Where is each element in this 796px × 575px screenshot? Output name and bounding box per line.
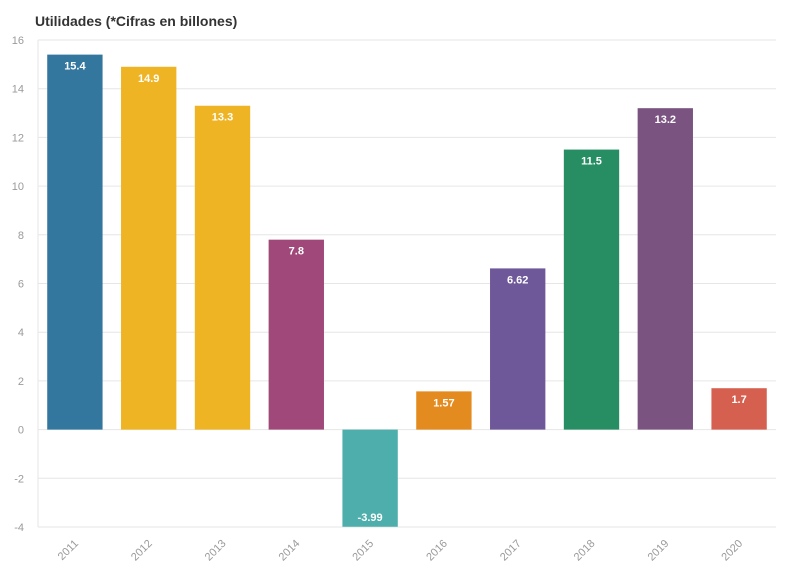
data-label: 7.8 bbox=[289, 246, 304, 258]
data-label: 14.9 bbox=[138, 73, 159, 85]
chart-title: Utilidades (*Cifras en billones) bbox=[35, 13, 238, 29]
x-tick-label: 2018 bbox=[572, 538, 598, 564]
bar-2018[interactable] bbox=[563, 149, 620, 430]
x-tick-label: 2020 bbox=[719, 538, 745, 564]
data-label: 15.4 bbox=[64, 61, 86, 73]
y-tick-label: 0 bbox=[18, 425, 24, 437]
y-tick-label: 14 bbox=[12, 84, 24, 96]
y-axis-ticks: 16 14 12 10 8 6 4 2 0 -2 -4 bbox=[12, 35, 24, 534]
y-tick-label: 8 bbox=[18, 230, 24, 242]
y-tick-label: -2 bbox=[14, 473, 24, 485]
bar-2017[interactable] bbox=[490, 268, 546, 430]
y-tick-label: 16 bbox=[12, 35, 24, 47]
bars bbox=[47, 54, 767, 527]
x-tick-label: 2011 bbox=[56, 538, 81, 563]
bar-2015[interactable] bbox=[342, 429, 398, 527]
bar-2020[interactable] bbox=[711, 388, 767, 430]
bar-2014[interactable] bbox=[268, 239, 324, 430]
data-label: 13.2 bbox=[655, 114, 676, 126]
x-tick-label: 2017 bbox=[498, 538, 524, 564]
data-labels: 15.4 14.9 13.3 7.8 -3.99 1.57 6.62 11.5 13.2 1.7 bbox=[64, 61, 747, 524]
x-tick-label: 2015 bbox=[350, 538, 376, 564]
x-axis-ticks: 2011 2012 2013 2014 2015 2016 2017 2018 2019 2020 bbox=[56, 538, 745, 564]
bar-2013[interactable] bbox=[194, 105, 251, 430]
data-label: 13.3 bbox=[212, 112, 233, 124]
x-tick-label: 2014 bbox=[277, 538, 303, 564]
data-label: 1.7 bbox=[731, 394, 746, 406]
x-tick-label: 2012 bbox=[129, 538, 155, 564]
data-label: 11.5 bbox=[581, 156, 602, 168]
x-tick-label: 2013 bbox=[203, 538, 229, 564]
x-tick-label: 2019 bbox=[646, 538, 672, 564]
y-tick-label: -4 bbox=[14, 522, 24, 534]
bar-2019[interactable] bbox=[637, 108, 693, 430]
bar-2016[interactable] bbox=[416, 391, 472, 430]
y-tick-label: 12 bbox=[12, 132, 24, 144]
bar-2011[interactable] bbox=[47, 54, 103, 430]
data-label: 1.57 bbox=[433, 397, 454, 409]
data-label: 6.62 bbox=[507, 274, 528, 286]
y-tick-label: 4 bbox=[18, 327, 24, 339]
y-tick-label: 10 bbox=[12, 181, 24, 193]
x-tick-label: 2016 bbox=[424, 538, 450, 564]
y-tick-label: 2 bbox=[18, 376, 24, 388]
data-label: -3.99 bbox=[358, 512, 383, 524]
bar-2012[interactable] bbox=[121, 66, 177, 430]
y-tick-label: 6 bbox=[18, 279, 24, 291]
